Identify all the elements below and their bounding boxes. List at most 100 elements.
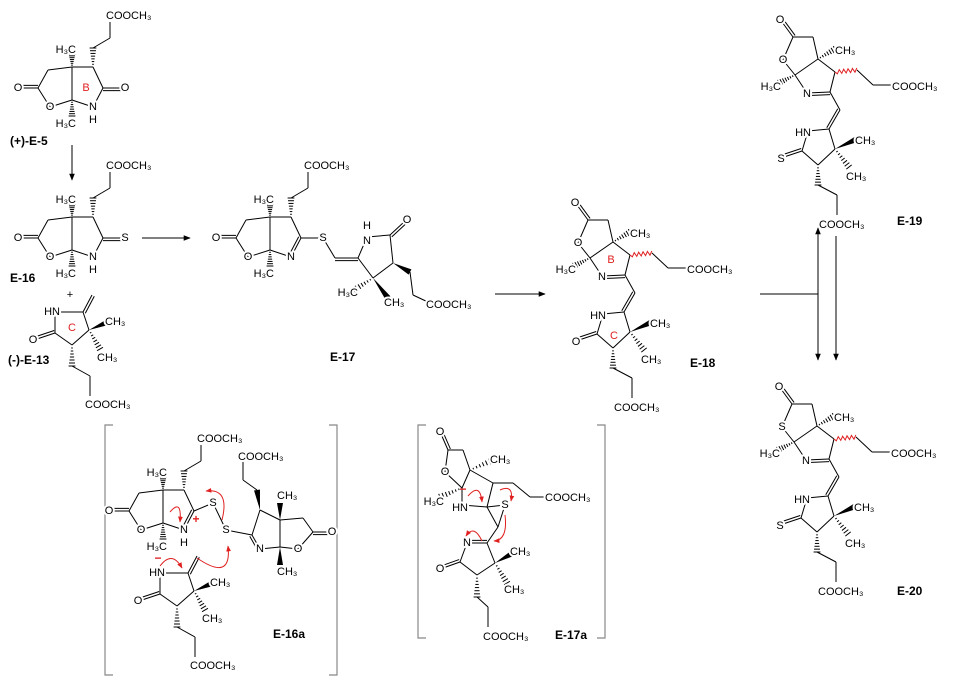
single-bond [828, 458, 840, 478]
single-bond [92, 87, 104, 108]
hashed-bond [842, 159, 848, 164]
ring-label-b: B [607, 254, 614, 266]
double-bond [288, 236, 300, 257]
hashed-bond [844, 162, 850, 167]
double-bond [826, 108, 839, 128]
hashed-bond [441, 492, 445, 499]
double-bond [806, 91, 831, 94]
thione-sulfur: S [776, 520, 783, 532]
mechanism-arrow [205, 487, 225, 521]
hashed-bond [503, 580, 511, 586]
hashed-bond [199, 602, 205, 607]
single-bond [612, 241, 631, 256]
hashed-bond [841, 526, 847, 531]
compound-label-e17: E-17 [330, 350, 356, 364]
hashed-bond [616, 237, 619, 241]
compound-label-e16a: E-16a [273, 627, 305, 641]
n-hydrogen: H [89, 114, 97, 126]
mechanism-arrow [465, 530, 483, 542]
double-bond [440, 433, 449, 451]
hashed-bond [637, 342, 643, 347]
hashed-bond [632, 335, 636, 339]
hashed-bond [783, 444, 787, 449]
hashed-bond [786, 76, 790, 81]
single-bond [816, 515, 835, 533]
single-bond [302, 517, 314, 533]
single-bond [855, 436, 873, 453]
single-bond [811, 403, 818, 427]
single-bond [235, 237, 249, 258]
single-bond [140, 522, 164, 531]
imine-nitrogen: N [463, 537, 471, 549]
wedge-bond [277, 503, 283, 520]
single-bond [235, 219, 247, 239]
hashed-bond [627, 228, 633, 236]
methyl-label: H₃C [147, 541, 167, 553]
hashed-bond [839, 155, 843, 159]
double-bond [82, 294, 93, 313]
double-bond [391, 223, 407, 238]
single-bond [183, 460, 202, 472]
hashed-bond [574, 261, 579, 268]
hashed-bond [195, 595, 199, 598]
single-bond [612, 331, 631, 349]
ester-label: COOCH₃ [304, 160, 349, 172]
hashed-bond [836, 519, 840, 523]
thione-sulfur: S [777, 153, 784, 165]
single-bond [92, 237, 104, 258]
hashed-bond [780, 445, 785, 451]
hashed-bond [96, 346, 104, 352]
double-bond [389, 221, 405, 236]
single-bond [828, 128, 836, 150]
hashed-bond [619, 236, 622, 240]
carbonyl-oxygen: O [105, 505, 114, 517]
hashed-bond [788, 442, 791, 446]
methyl-label: CH₃ [202, 613, 222, 625]
hashed-bond [824, 53, 827, 57]
single-bond [269, 249, 292, 258]
compound-label-e20: E-20 [897, 584, 923, 598]
carbonyl-oxygen: O [212, 232, 221, 244]
single-bond [486, 526, 499, 544]
ester-label: COOCH₃ [238, 451, 283, 463]
double-bond [36, 330, 55, 338]
single-bond [856, 69, 874, 86]
single-bond [624, 254, 631, 276]
methyl-label: CH₃ [97, 352, 117, 364]
hashed-bond [198, 600, 203, 604]
methyl-label: H₃C [760, 448, 780, 460]
single-bond [623, 311, 631, 333]
hashed-bond [845, 531, 851, 537]
single-bond [372, 262, 394, 279]
ring-label-c: C [68, 322, 76, 334]
single-bond [245, 216, 271, 221]
single-bond [49, 249, 73, 258]
single-bond [807, 128, 830, 132]
hashed-bond [631, 333, 633, 336]
double-bond [601, 274, 626, 277]
methyl-label: CH₃ [650, 318, 670, 330]
imine-nitrogen: N [256, 543, 264, 555]
mechanism-arrow [499, 487, 515, 502]
hashed-bond [636, 340, 640, 344]
hashed-bond [584, 258, 587, 262]
thione-sulfur: S [121, 232, 128, 244]
single-bond [624, 274, 636, 294]
hashed-bond [576, 261, 581, 267]
single-bond [176, 590, 195, 607]
hashed-bond [837, 152, 841, 156]
hashed-bond [451, 490, 454, 494]
single-bond [817, 184, 838, 196]
single-bond [461, 469, 471, 489]
hashed-bond [776, 446, 780, 454]
hashed-bond [840, 524, 844, 528]
single-bond [459, 561, 478, 576]
double-bond [782, 515, 801, 523]
single-bond [37, 87, 51, 108]
single-bond [816, 551, 837, 563]
compound-label-e5: (+)-E-5 [10, 134, 48, 148]
single-bond [71, 329, 90, 346]
wedge-bond [835, 136, 859, 149]
hashed-bond [481, 462, 485, 467]
wedge-bond [630, 319, 654, 332]
